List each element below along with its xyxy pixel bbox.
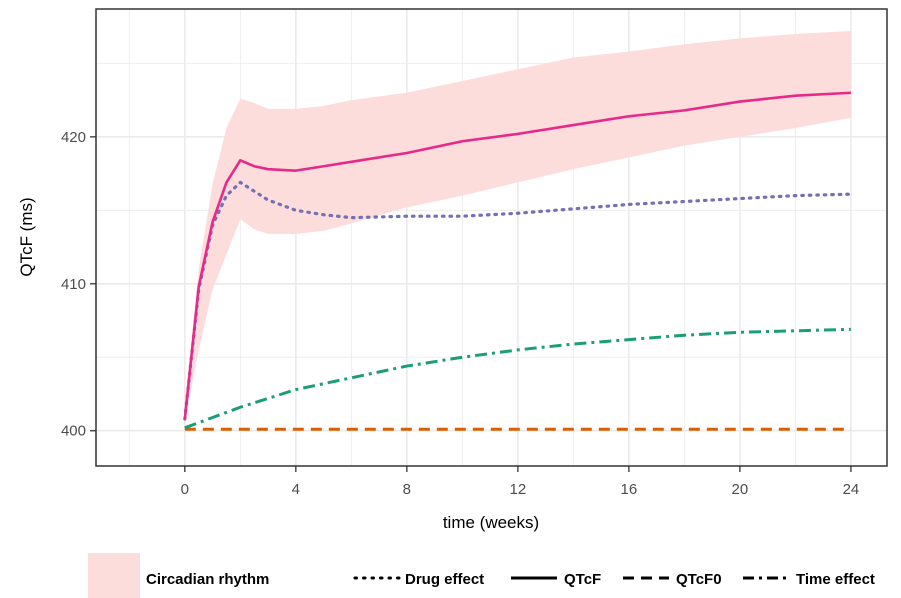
legend-label-circadian-rhythm: Circadian rhythm: [146, 571, 269, 588]
band-layer: [184, 31, 851, 422]
x-tick-label-12: 12: [510, 481, 527, 498]
legend-label-drug-effect: Drug effect: [405, 571, 484, 588]
y-tick-label-420: 420: [61, 129, 86, 146]
series-line-qtcf: [183, 91, 851, 420]
series-line-time-effect: [184, 327, 851, 430]
x-tick-label-24: 24: [843, 481, 860, 498]
y-tick-label-410: 410: [61, 276, 86, 293]
band-circadian-rhythm: [184, 31, 851, 422]
legend-label-qtcf0: QTcF0: [676, 571, 722, 588]
x-tick-label-4: 4: [292, 481, 300, 498]
legend: Circadian rhythm Drug effect QTcF QTcF0 …: [88, 553, 875, 598]
series-line-drug-effect: [183, 180, 853, 421]
x-axis-title: time (weeks): [443, 513, 539, 532]
x-tick-label-16: 16: [621, 481, 638, 498]
y-tick-label-400: 400: [61, 423, 86, 440]
legend-label-time-effect: Time effect: [796, 571, 875, 588]
x-tick-label-20: 20: [732, 481, 749, 498]
legend-label-qtcf: QTcF: [564, 571, 601, 588]
y-axis-title: QTcF (ms): [17, 197, 36, 276]
x-tick-label-8: 8: [403, 481, 411, 498]
y-axis: 400 410 420: [61, 129, 96, 440]
panel-border: [95, 8, 888, 467]
x-axis: 0 4 8 12 16 20 24: [181, 466, 860, 498]
plot-panel: [95, 8, 888, 467]
legend-key-circadian-rhythm: [88, 553, 140, 598]
x-tick-label-0: 0: [181, 481, 189, 498]
series-layer: [183, 91, 853, 431]
